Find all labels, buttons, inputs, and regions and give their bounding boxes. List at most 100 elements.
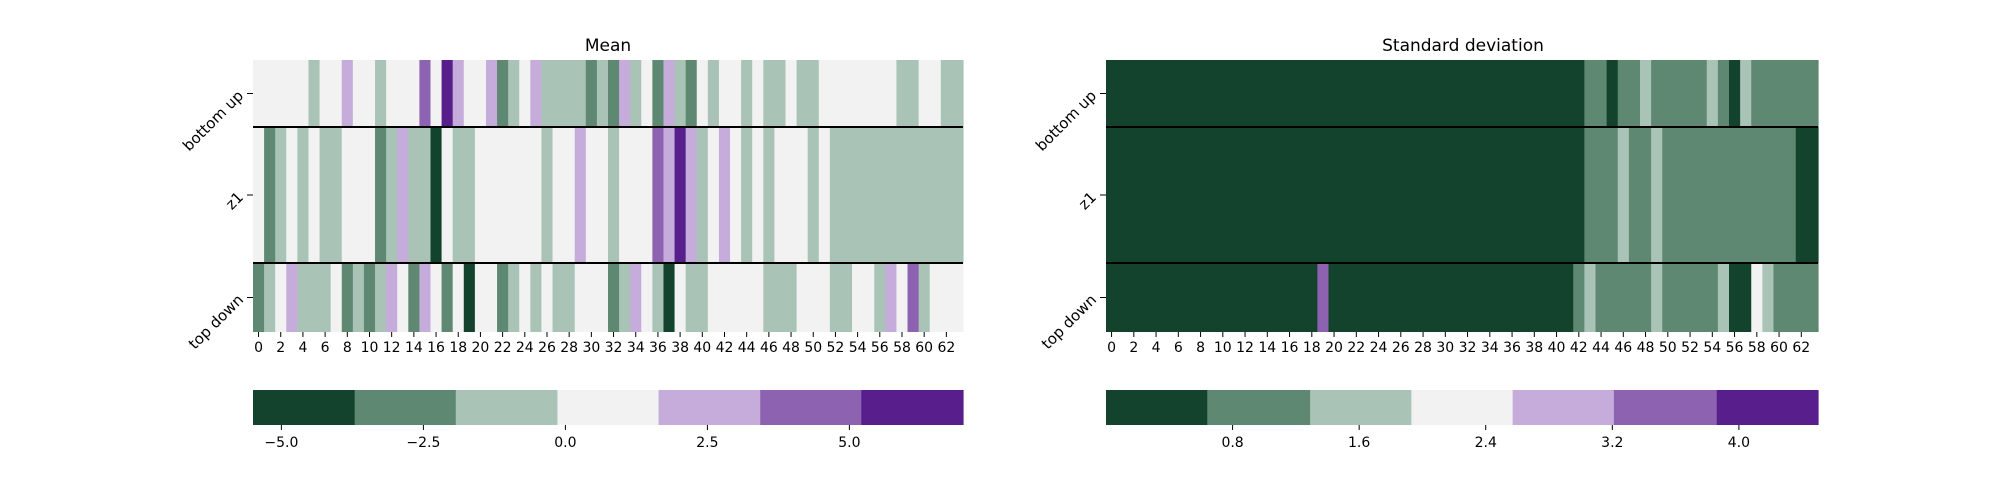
std-cell bbox=[1684, 263, 1697, 332]
mean-x-tick-label: 44 bbox=[738, 340, 756, 356]
std-cell bbox=[1662, 127, 1674, 263]
mean-cell bbox=[696, 127, 709, 263]
mean-cell bbox=[885, 263, 898, 332]
mean-cell bbox=[497, 127, 509, 263]
mean-cell bbox=[585, 127, 598, 263]
std-cell bbox=[1640, 60, 1652, 127]
mean-cell bbox=[663, 263, 676, 332]
std-cell bbox=[1773, 60, 1786, 127]
std-cell bbox=[1795, 263, 1808, 332]
std-x-tick-label: 14 bbox=[1258, 340, 1276, 356]
std-x-tick-label: 52 bbox=[1681, 340, 1699, 356]
mean-cell bbox=[918, 127, 931, 263]
mean-cell bbox=[375, 263, 387, 332]
std-cell bbox=[1740, 127, 1752, 263]
mean-cell bbox=[741, 60, 753, 127]
std-colorbar-segment bbox=[1512, 390, 1615, 425]
mean-cell bbox=[707, 127, 720, 263]
mean-cell bbox=[419, 127, 432, 263]
std-heatmap-panel: Standard deviation bottom up z1 top down 0… bbox=[1032, 36, 1819, 451]
std-cell bbox=[1117, 60, 1129, 127]
mean-cell bbox=[397, 60, 409, 127]
mean-cell bbox=[308, 60, 321, 127]
mean-x-tick-label: 46 bbox=[760, 340, 778, 356]
std-cell bbox=[1450, 263, 1463, 332]
mean-cell bbox=[818, 263, 831, 332]
std-cell bbox=[1150, 127, 1163, 263]
std-cell bbox=[1195, 263, 1207, 332]
mean-cell bbox=[574, 263, 587, 332]
std-colorbar-tick-label: 2.4 bbox=[1475, 435, 1497, 451]
std-cell bbox=[1206, 263, 1218, 332]
mean-x-tick-label: 28 bbox=[560, 340, 578, 356]
mean-cell bbox=[741, 127, 753, 263]
mean-cell bbox=[452, 263, 465, 332]
std-colorbar-tick-label: 0.8 bbox=[1221, 435, 1243, 451]
std-cell bbox=[1706, 263, 1719, 332]
std-cell bbox=[1406, 60, 1419, 127]
std-cell bbox=[1450, 127, 1463, 263]
mean-cell bbox=[608, 60, 620, 127]
std-cell bbox=[1484, 263, 1496, 332]
std-cell bbox=[1795, 127, 1808, 263]
mean-cell bbox=[852, 127, 864, 263]
std-x-tick-label: 16 bbox=[1281, 340, 1299, 356]
mean-cell bbox=[785, 60, 798, 127]
mean-cell bbox=[807, 60, 820, 127]
std-heatmap-cells bbox=[1106, 60, 1819, 332]
mean-cell bbox=[297, 60, 310, 127]
std-cell bbox=[1428, 127, 1441, 263]
std-cell bbox=[1139, 60, 1152, 127]
std-cell bbox=[1384, 60, 1396, 127]
std-cell bbox=[1350, 263, 1363, 332]
mean-cell bbox=[840, 263, 853, 332]
mean-cell bbox=[885, 127, 898, 263]
mean-cell bbox=[330, 60, 343, 127]
std-cell bbox=[1172, 127, 1185, 263]
mean-x-tick-label: 26 bbox=[538, 340, 556, 356]
std-x-tick-label: 8 bbox=[1196, 340, 1205, 356]
std-cell bbox=[1584, 60, 1597, 127]
mean-colorbar-tick-label: −2.5 bbox=[406, 435, 440, 451]
mean-cell bbox=[441, 127, 454, 263]
mean-cell bbox=[874, 263, 886, 332]
mean-cell bbox=[452, 127, 465, 263]
mean-cell bbox=[397, 263, 409, 332]
mean-cell bbox=[696, 263, 709, 332]
mean-cell bbox=[885, 60, 898, 127]
std-x-tick-label: 18 bbox=[1303, 340, 1321, 356]
std-cell bbox=[1706, 60, 1719, 127]
mean-x-tick-label: 0 bbox=[254, 340, 263, 356]
std-cell bbox=[1617, 127, 1630, 263]
std-cell bbox=[1195, 60, 1207, 127]
std-cell bbox=[1317, 127, 1330, 263]
std-cell bbox=[1506, 127, 1519, 263]
std-cell bbox=[1295, 263, 1307, 332]
std-colorbar-segment bbox=[1106, 390, 1208, 425]
mean-x-tick-label: 4 bbox=[298, 340, 307, 356]
std-x-tick-label: 42 bbox=[1570, 340, 1588, 356]
std-cell bbox=[1195, 127, 1207, 263]
mean-cell bbox=[585, 263, 598, 332]
mean-cell bbox=[474, 263, 487, 332]
std-cell bbox=[1562, 127, 1574, 263]
mean-x-ticks: 0 2 4 6 8 10 12 14 16 18 20 22 24 26 28 30 32 34 36 38 40 42 4… bbox=[254, 332, 955, 356]
mean-cell bbox=[619, 263, 631, 332]
std-cell bbox=[1428, 263, 1441, 332]
std-cell bbox=[1595, 127, 1608, 263]
std-cell bbox=[1462, 60, 1474, 127]
std-cell bbox=[1695, 127, 1708, 263]
std-x-tick-label: 54 bbox=[1703, 340, 1721, 356]
mean-cell bbox=[574, 60, 587, 127]
std-x-tick-label: 6 bbox=[1174, 340, 1183, 356]
mean-cell bbox=[441, 263, 454, 332]
mean-cell bbox=[896, 60, 909, 127]
std-cell bbox=[1795, 60, 1808, 127]
std-cell bbox=[1139, 263, 1152, 332]
std-cell bbox=[1528, 60, 1541, 127]
std-cell bbox=[1528, 263, 1541, 332]
std-x-tick-label: 20 bbox=[1325, 340, 1343, 356]
std-cell bbox=[1517, 60, 1530, 127]
std-x-tick-label: 34 bbox=[1481, 340, 1499, 356]
std-cell bbox=[1350, 127, 1363, 263]
